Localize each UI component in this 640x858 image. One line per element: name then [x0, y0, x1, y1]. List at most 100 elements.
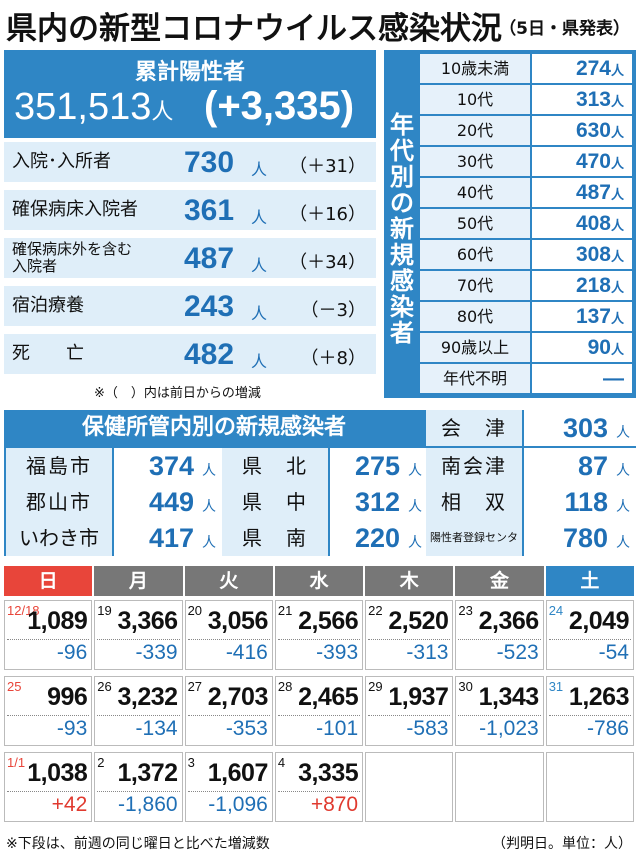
age-value: 218人 — [532, 271, 632, 300]
calendar-date: 23 — [458, 603, 473, 618]
health-office-value: 87 — [524, 448, 636, 484]
health-office-label: 南会津 — [426, 448, 522, 484]
calendar-date: 19 — [97, 603, 112, 618]
calendar-diff: -416 — [225, 641, 268, 664]
category-unit: 人 — [251, 256, 268, 275]
health-office-value: 780 — [524, 520, 636, 556]
page-title: 県内の新型コロナウイルス感染状況 — [6, 11, 502, 47]
calendar-total: 2,366 — [478, 607, 540, 635]
calendar-date: 29 — [368, 679, 383, 694]
health-office-label: 陽性者登録センター — [426, 520, 522, 580]
calendar-divider — [187, 715, 270, 716]
age-label: 10代 — [420, 85, 530, 114]
category-label: 宿泊療養 — [12, 295, 84, 316]
health-office-label: 県 南 — [222, 520, 328, 556]
calendar-cell: 3 1,607 -1,096 — [184, 752, 273, 822]
category-label: 確保病床外を含む入院者 — [12, 240, 133, 275]
calendar-cell: 27 2,703 -353 — [184, 676, 273, 746]
calendar-cell: 1/1 1,038 +42 — [4, 752, 93, 822]
calendar-total: 996 — [47, 683, 88, 711]
health-office-value: 220 — [330, 520, 428, 556]
age-label: 年代不明 — [420, 364, 530, 393]
calendar-divider — [548, 715, 631, 716]
calendar-diff: -393 — [316, 641, 359, 664]
calendar-date: 28 — [277, 679, 293, 694]
health-office-value: 312 — [330, 484, 428, 520]
age-row: 10代 313人 — [420, 85, 632, 114]
age-label: 30代 — [420, 147, 530, 176]
health-office-label: 県 中 — [222, 484, 328, 520]
age-value: — — [532, 364, 632, 393]
calendar-diff: +870 — [310, 793, 359, 816]
cumulative-panel: 累計陽性者 351,513人 (+3,335) — [4, 50, 376, 138]
calendar-date: 12/18 — [7, 603, 40, 618]
health-office-title: 保健所管内別の新規感染者 — [4, 410, 424, 446]
age-unit: 人 — [610, 63, 624, 78]
category-row: 入院･入所者 730 人 （＋31） — [4, 138, 376, 182]
category-value: 243 — [184, 290, 235, 323]
calendar-date: 2 — [97, 755, 105, 770]
category-row: 宿泊療養 243 人 （－3） — [4, 282, 376, 326]
category-row: 確保病床外を含む入院者 487 人 （＋34） — [4, 234, 376, 278]
age-value: 470人 — [532, 147, 632, 176]
calendar-date: 27 — [187, 679, 203, 694]
health-office-value: 417 — [114, 520, 222, 556]
calendar-total: 1,937 — [388, 683, 449, 711]
calendar-divider — [97, 715, 180, 716]
health-office-label: いわき市 — [6, 520, 112, 556]
calendar-note: ※下段は、前週の同じ曜日と比べた増減数 — [6, 836, 270, 852]
age-value: 274人 — [532, 54, 632, 83]
age-panel: 年代別の新規感染者 10歳未満 274人 10代 313人 20代 630人 30代 470人… — [384, 50, 636, 398]
calendar-diff: +42 — [51, 793, 88, 816]
age-panel-label: 年代別の新規感染者 — [390, 111, 414, 347]
health-office-value: 374 — [114, 448, 222, 484]
calendar-total: 3,056 — [207, 607, 269, 635]
category-value: 730 — [184, 146, 235, 179]
calendar-date: 31 — [548, 679, 564, 694]
category-change: （＋34） — [289, 252, 366, 273]
category-unit: 人 — [251, 304, 268, 323]
health-office-cell: 南会津 87 人 — [424, 448, 636, 484]
calendar-total: 3,366 — [117, 607, 179, 635]
calendar-total: 2,566 — [298, 607, 359, 635]
age-row: 40代 487人 — [420, 178, 632, 207]
health-office-label: 郡山市 — [6, 484, 112, 520]
unit-note: （判明日。単位：人） — [492, 836, 632, 852]
category-value: 361 — [184, 194, 235, 227]
calendar-diff: -1,860 — [118, 793, 178, 816]
category-row: 死 亡 482 人 （＋8） — [4, 330, 376, 374]
calendar-diff: -93 — [56, 717, 88, 740]
category-row: 確保病床入院者 361 人 （＋16） — [4, 186, 376, 230]
calendar-cell — [365, 752, 454, 822]
category-unit: 人 — [251, 352, 268, 371]
health-office-label: 相 双 — [426, 484, 522, 520]
age-unit: 人 — [610, 218, 624, 233]
calendar-total: 3,232 — [117, 683, 179, 711]
calendar-cell: 31 1,263 -786 — [545, 676, 634, 746]
calendar-divider — [368, 715, 451, 716]
health-office-cell: 会 津 303 人 — [424, 410, 636, 446]
age-value-number: 487 — [575, 181, 611, 204]
health-office-unit: 人 — [408, 463, 422, 479]
health-office-cell: いわき市 417 人 — [4, 520, 222, 556]
age-value-number: 274 — [575, 57, 611, 80]
health-office-cell: 県 中 312 人 — [220, 484, 428, 520]
calendar-total: 3,335 — [298, 759, 359, 787]
calendar-day-header: 日 — [4, 566, 93, 596]
calendar-divider — [458, 715, 541, 716]
calendar-cell: 23 2,366 -523 — [455, 600, 544, 670]
age-unit: 人 — [610, 156, 624, 171]
age-row: 年代不明 — — [420, 364, 632, 393]
calendar-diff: -786 — [586, 717, 629, 740]
calendar-cell: 25 996 -93 — [4, 676, 93, 746]
calendar-day-header: 土 — [545, 566, 634, 596]
category-change: （＋31） — [289, 156, 366, 177]
calendar-cell: 22 2,520 -313 — [365, 600, 454, 670]
age-unit: 人 — [610, 342, 624, 357]
age-value-number: 313 — [575, 88, 611, 111]
calendar-cell: 30 1,343 -1,023 — [455, 676, 544, 746]
age-value-number: 90 — [587, 336, 611, 359]
category-value: 482 — [184, 338, 235, 371]
age-row: 60代 308人 — [420, 240, 632, 269]
calendar-diff: -54 — [598, 641, 629, 664]
